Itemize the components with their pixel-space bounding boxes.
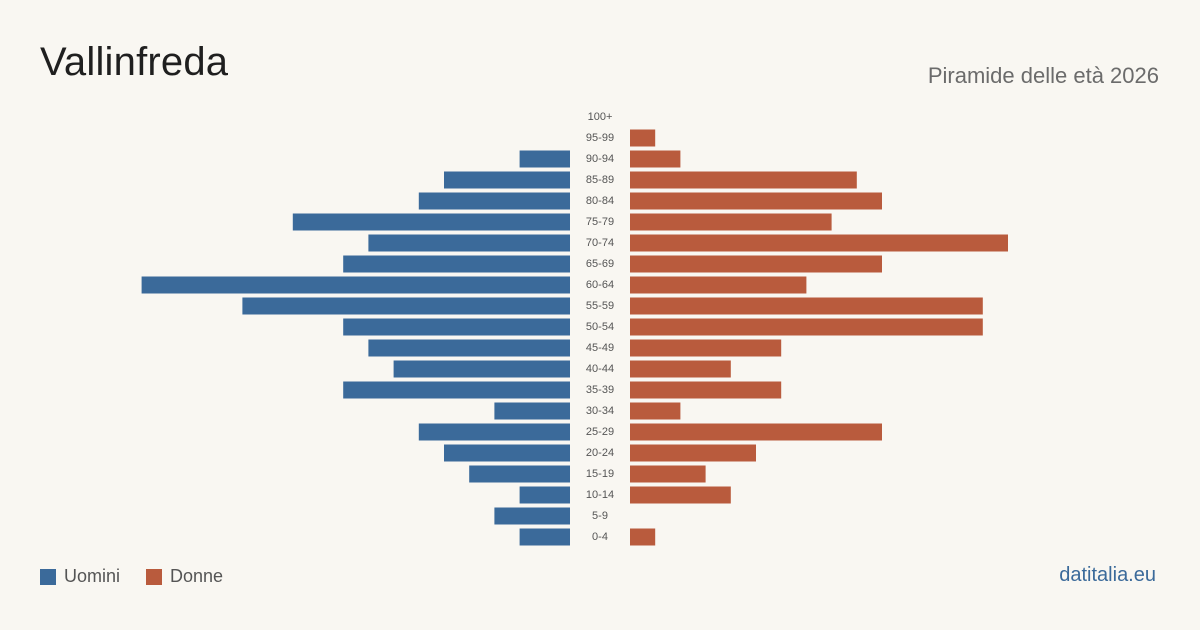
age-label-35-39: 35-39 <box>586 384 614 396</box>
bar-women-30-34 <box>630 402 681 420</box>
age-label-50-54: 50-54 <box>586 321 614 333</box>
bar-women-45-49 <box>630 339 782 357</box>
legend-swatch-women <box>146 568 163 585</box>
bar-men-70-74 <box>368 234 570 252</box>
bar-women-10-14 <box>630 486 731 504</box>
age-label-40-44: 40-44 <box>586 363 614 375</box>
bar-women-0-4 <box>630 528 656 546</box>
legend: Uomini Donne <box>40 566 249 587</box>
bar-women-65-69 <box>630 255 882 273</box>
bar-men-10-14 <box>519 486 570 504</box>
age-label-30-34: 30-34 <box>586 405 614 417</box>
bar-women-15-19 <box>630 465 706 483</box>
bar-women-95-99 <box>630 129 656 147</box>
legend-item-men: Uomini <box>40 566 120 587</box>
legend-item-women: Donne <box>146 566 223 587</box>
bar-men-65-69 <box>343 255 570 273</box>
bar-men-60-64 <box>141 276 570 294</box>
age-label-45-49: 45-49 <box>586 342 614 354</box>
bar-men-15-19 <box>469 465 570 483</box>
age-label-75-79: 75-79 <box>586 216 614 228</box>
chart-subtitle: Piramide delle età 2026 <box>927 63 1159 88</box>
bar-women-60-64 <box>630 276 807 294</box>
age-label-20-24: 20-24 <box>586 447 614 459</box>
age-label-10-14: 10-14 <box>586 489 614 501</box>
bar-women-70-74 <box>630 234 1008 252</box>
bar-women-80-84 <box>630 192 882 210</box>
bar-men-20-24 <box>444 444 570 462</box>
age-label-95-99: 95-99 <box>586 132 614 144</box>
bar-women-35-39 <box>630 381 782 399</box>
legend-label-women: Donne <box>170 566 224 586</box>
bar-men-0-4 <box>519 528 570 546</box>
bar-women-55-59 <box>630 297 983 315</box>
bar-men-25-29 <box>418 423 570 441</box>
age-label-60-64: 60-64 <box>586 279 614 291</box>
bar-men-80-84 <box>418 192 570 210</box>
age-label-55-59: 55-59 <box>586 300 614 312</box>
bar-men-30-34 <box>494 402 570 420</box>
age-label-70-74: 70-74 <box>586 237 614 249</box>
age-label-90-94: 90-94 <box>586 153 614 165</box>
bar-men-40-44 <box>393 360 570 378</box>
legend-swatch-men <box>40 568 56 585</box>
bar-women-90-94 <box>630 150 681 168</box>
bar-men-90-94 <box>519 150 570 168</box>
source-link[interactable]: datitalia.eu <box>1059 564 1156 586</box>
bar-men-45-49 <box>368 339 570 357</box>
bar-women-25-29 <box>630 423 882 441</box>
age-label-25-29: 25-29 <box>586 426 614 438</box>
bar-women-40-44 <box>630 360 731 378</box>
bar-men-35-39 <box>343 381 570 399</box>
age-label-100+: 100+ <box>588 111 613 123</box>
bar-women-20-24 <box>630 444 756 462</box>
bar-men-55-59 <box>242 297 570 315</box>
bar-men-5-9 <box>494 507 570 525</box>
bar-women-50-54 <box>630 318 983 336</box>
age-label-15-19: 15-19 <box>586 468 614 480</box>
bar-men-75-79 <box>292 213 570 231</box>
age-label-0-4: 0-4 <box>592 531 608 543</box>
age-label-65-69: 65-69 <box>586 258 614 270</box>
age-label-85-89: 85-89 <box>586 174 614 186</box>
age-label-80-84: 80-84 <box>586 195 614 207</box>
bar-women-85-89 <box>630 171 857 189</box>
bar-women-75-79 <box>630 213 832 231</box>
bar-men-85-89 <box>444 171 570 189</box>
page-title: Vallinfreda <box>40 40 229 84</box>
legend-label-men: Uomini <box>64 566 121 586</box>
age-label-5-9: 5-9 <box>592 510 608 522</box>
bar-men-50-54 <box>343 318 570 336</box>
